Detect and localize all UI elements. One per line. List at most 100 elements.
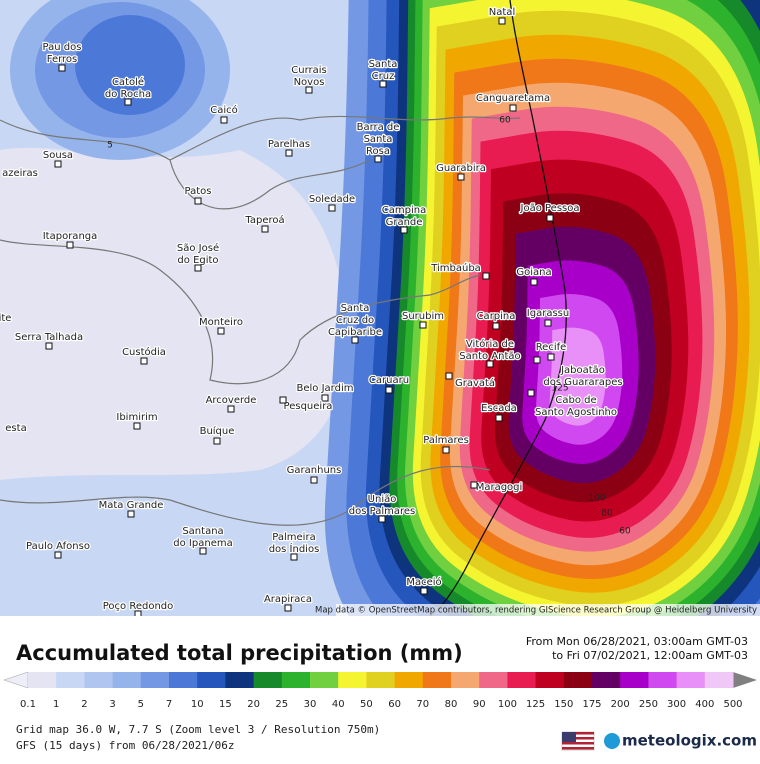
city-label: Vitória de	[466, 338, 514, 350]
city-label: Currais	[291, 65, 326, 76]
period-from: From Mon 06/28/2021, 03:00am GMT-03	[526, 635, 748, 648]
precip-bands	[324, 0, 760, 616]
attribution-bg	[336, 604, 760, 616]
city-marker	[134, 610, 142, 616]
city-marker	[284, 604, 292, 612]
colorbar-label: 250	[639, 699, 658, 710]
city-marker	[486, 360, 494, 368]
city-label: Santa	[364, 134, 393, 145]
colorbar-label: 200	[611, 699, 630, 710]
city-label: Novos	[294, 77, 325, 88]
city-marker	[285, 149, 293, 157]
dry-area	[0, 147, 349, 480]
city-label: Rosa	[366, 146, 390, 157]
legend-title: Accumulated total precipitation (mm)	[16, 641, 463, 665]
colorbar-label: 7	[166, 699, 172, 710]
city-marker	[374, 155, 382, 163]
city-label: Mata Grande	[99, 500, 164, 511]
colorbar-label: 2	[81, 699, 87, 710]
city-label: Recife	[536, 342, 567, 353]
colorbar-swatch	[28, 672, 57, 688]
colorbar-label: 40	[332, 699, 345, 710]
city-label: Ferros	[47, 54, 78, 65]
city-marker	[305, 86, 313, 94]
city-label: Ibimirim	[116, 412, 157, 423]
city-marker	[217, 327, 225, 335]
city-marker	[527, 389, 535, 397]
colorbar: 0.1 1 2 3 5 7 10 15 20 25 30 40 50 60 70 80 90 100 125 150 1…	[3, 671, 757, 710]
city-label: Arapiraca	[264, 594, 312, 605]
city-label: Paulo Afonso	[26, 541, 90, 552]
city-marker	[194, 264, 202, 272]
city-label: dos Índios	[269, 542, 320, 555]
colorbar-swatch	[479, 672, 508, 688]
city-marker	[328, 204, 336, 212]
colorbar-swatch	[112, 672, 142, 688]
brand[interactable]: meteologix.com	[622, 732, 757, 750]
city-label: ite	[0, 313, 11, 324]
city-label: Capibaribe	[328, 327, 382, 338]
city-marker	[547, 353, 555, 361]
city-label: Caruaru	[369, 375, 409, 386]
colorbar-label: 5	[138, 699, 144, 710]
colorbar-arrow	[733, 672, 757, 688]
city-label: Parelhas	[268, 139, 310, 150]
city-label: Taperoá	[244, 214, 284, 226]
colorbar-swatch	[366, 672, 396, 688]
city-marker	[194, 197, 202, 205]
borders	[0, 115, 521, 526]
city-label: Cabo de	[555, 395, 596, 406]
city-marker	[124, 98, 132, 106]
city-label: do Egito	[177, 255, 218, 266]
city-label: Canguaretama	[476, 93, 550, 104]
city-label: Maragogi	[476, 482, 523, 493]
city-marker	[58, 64, 66, 72]
colorbar-label: 100	[498, 699, 517, 710]
colorbar-swatch	[451, 672, 480, 688]
colorbar-label: 3	[109, 699, 115, 710]
colorbar-swatch	[140, 672, 170, 688]
city-marker	[482, 272, 490, 280]
city-label: Barra de	[357, 122, 400, 133]
colorbar-label: 300	[667, 699, 686, 710]
colorbar-label: 70	[416, 699, 429, 710]
city-label: esta	[5, 423, 26, 434]
city-marker	[54, 551, 62, 559]
city-label: João Pessoa	[520, 203, 580, 214]
city-label: Buíque	[200, 425, 235, 437]
city-marker	[495, 414, 503, 422]
colorbar-swatch	[281, 672, 311, 688]
colorbar-label: 0.1	[20, 699, 36, 710]
colorbar-label: 125	[526, 699, 545, 710]
colorbar-swatch	[84, 672, 114, 688]
city-marker	[385, 386, 393, 394]
city-label: Catolé	[112, 76, 144, 88]
colorbar-swatch	[197, 672, 226, 688]
city-marker	[544, 319, 552, 327]
colorbar-label: 500	[723, 699, 742, 710]
city-marker	[351, 336, 359, 344]
city-marker	[290, 553, 298, 561]
city-marker	[213, 437, 221, 445]
city-label: Cruz do	[336, 315, 374, 326]
city-marker	[457, 173, 465, 181]
contour-label: 125	[551, 384, 568, 394]
city-marker	[220, 116, 228, 124]
city-label: dos Palmares	[349, 506, 415, 517]
colorbar-swatch	[704, 672, 734, 688]
colorbar-swatch	[592, 672, 621, 688]
city-label: Sousa	[43, 150, 73, 161]
city-label: Patos	[185, 186, 212, 197]
colorbar-label: 30	[304, 699, 317, 710]
colorbar-label: 15	[219, 699, 232, 710]
city-label: Natal	[489, 7, 515, 18]
brand-logo	[604, 733, 620, 749]
city-marker	[530, 278, 538, 286]
coastline	[429, 0, 567, 616]
city-marker	[261, 225, 269, 233]
city-marker	[546, 214, 554, 222]
city-label: Pesqueira	[284, 401, 333, 412]
colorbar-label: 50	[360, 699, 373, 710]
contour-label: 60	[619, 527, 631, 537]
